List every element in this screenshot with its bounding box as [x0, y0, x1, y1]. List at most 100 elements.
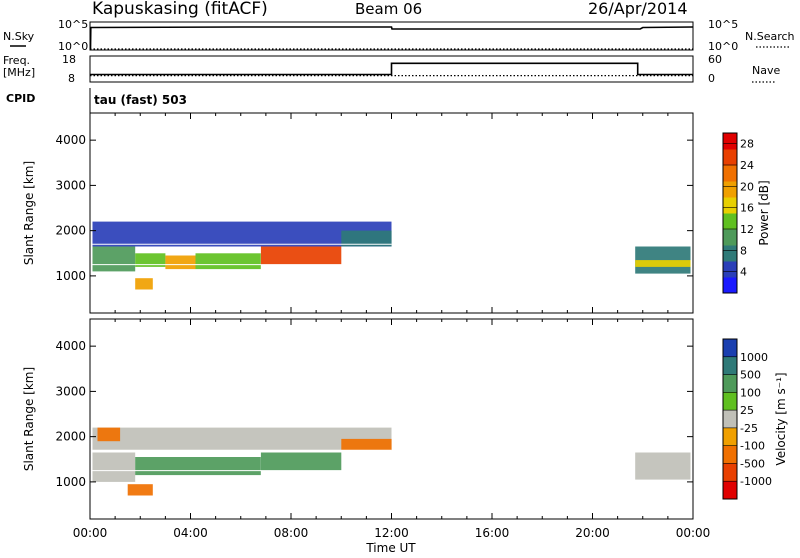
velocity-colorbar-swatch: [723, 356, 737, 376]
noise-panel-frame: [89, 21, 694, 51]
power-colorbar-tick-label: 20: [740, 180, 754, 193]
freq-tick-top: 18: [62, 53, 76, 66]
freq-rtick-top: 60: [708, 53, 722, 66]
time-axis-label: Time UT: [365, 541, 416, 554]
freq-lines: [90, 62, 693, 77]
velocity-ytick-label: 1000: [55, 475, 86, 489]
power-region: [635, 246, 691, 274]
noise-rtick-bottom: 10^0: [708, 40, 738, 53]
power-colorbar-tick-label: 28: [740, 138, 754, 151]
power-colorbar: 4 8 12 16 20 24 28: [722, 132, 754, 294]
nsearch-label: N.Search: [745, 30, 795, 43]
series-freq--line: [90, 62, 693, 76]
velocity-colorbar-swatch: [723, 392, 737, 411]
velocity-region: [635, 452, 691, 480]
velocity-colorbar-tick-label: 100: [740, 386, 761, 399]
velocity-colorbar-tick-label: -100: [740, 440, 765, 453]
power-colorbar-swatch: [723, 181, 737, 198]
velocity-ytick-label: 4000: [55, 339, 86, 353]
time-tick-label: 00:00: [73, 526, 108, 540]
freq-rtick-bottom: 0: [708, 72, 715, 85]
power-ytick-label: 3000: [55, 178, 86, 192]
velocity-heatmap: [92, 427, 691, 496]
time-tick-label: 16:00: [475, 526, 510, 540]
power-heatmap: [92, 221, 691, 290]
velocity-colorbar-swatch: [723, 427, 737, 447]
nave-label: Nave: [752, 64, 780, 77]
cpid-label: CPID: [6, 92, 35, 105]
noise-lines: [89, 26, 694, 50]
time-tick-label: 20:00: [575, 526, 610, 540]
mode-label: tau (fast) 503: [94, 93, 187, 107]
time-tick-label: 00:00: [676, 526, 711, 540]
velocity-colorbar-swatch: [723, 374, 737, 393]
power-colorbar-tick-label: 16: [740, 202, 754, 215]
freq-tick-bottom: 8: [68, 72, 75, 85]
time-tick-label: 08:00: [274, 526, 309, 540]
power-region: [260, 246, 342, 265]
velocity-region: [341, 438, 392, 451]
power-region: [135, 253, 166, 267]
noise-rtick-top: 10^5: [708, 18, 738, 31]
velocity-colorbar-swatch: [723, 445, 737, 464]
power-colorbar-swatch: [723, 149, 737, 166]
noise-tick-top: 10^5: [58, 18, 88, 31]
power-colorbar-swatch: [723, 213, 737, 230]
power-colorbar-swatch: [723, 165, 737, 182]
velocity-region: [97, 427, 121, 442]
velocity-colorbar: 1000 500 100 25 -25 -100 -500 -1000: [722, 338, 772, 500]
velocity-region: [92, 427, 392, 451]
power-colorbar-label: Power [dB]: [757, 180, 771, 245]
power-colorbar-tick-label: 24: [740, 159, 754, 172]
velocity-region: [127, 484, 153, 496]
power-region: [135, 278, 153, 290]
power-colorbar-swatch: [723, 245, 737, 262]
power-region: [92, 246, 136, 272]
power-region: [165, 255, 196, 270]
power-ytick-label: 1000: [55, 269, 86, 283]
velocity-region: [135, 457, 261, 476]
power-ytick-label: 2000: [55, 224, 86, 238]
power-colorbar-frame: [722, 132, 738, 294]
power-colorbar-tick-label: 4: [740, 266, 747, 279]
power-ytick-label: 4000: [55, 133, 86, 147]
power-panel-background: [90, 113, 693, 313]
velocity-region: [92, 452, 136, 482]
freq-label: Freq.: [3, 54, 30, 67]
power-colorbar-tick-label: 8: [740, 244, 747, 257]
time-axis: 00:00 04:00 08:00 12:00 16:00 20:00 00:00: [73, 526, 711, 540]
power-colorbar-tick-label: 12: [740, 223, 754, 236]
power-colorbar-swatch: [723, 133, 737, 150]
date-title: 26/Apr/2014: [588, 0, 688, 18]
power-region: [195, 253, 261, 270]
velocity-colorbar-swatch: [723, 481, 737, 500]
power-colorbar-swatch: [723, 261, 737, 278]
velocity-colorbar-swatch: [723, 463, 737, 482]
velocity-colorbar-label: Velocity [m s⁻¹]: [774, 372, 788, 465]
beam-title: Beam 06: [355, 0, 422, 18]
velocity-colorbar-swatch: [723, 410, 737, 429]
velocity-region: [260, 452, 342, 471]
velocity-ytick-label: 2000: [55, 430, 86, 444]
noise-tick-bottom: 10^0: [58, 40, 88, 53]
time-tick-label: 04:00: [173, 526, 208, 540]
freq-panel-frame: [89, 55, 694, 83]
freq-unit-label: [MHz]: [3, 66, 35, 79]
velocity-colorbar-tick-label: 1000: [740, 351, 768, 364]
power-region: [341, 230, 392, 247]
velocity-ylabel: Slant Range [km]: [22, 367, 36, 471]
velocity-ytick-label: 3000: [55, 384, 86, 398]
power-colorbar-swatch: [723, 277, 737, 294]
velocity-colorbar-tick-label: -500: [740, 457, 765, 470]
velocity-colorbar-tick-label: 25: [740, 404, 754, 417]
station-title: Kapuskasing (fitACF): [92, 0, 268, 19]
nsky-label: N.Sky: [3, 30, 35, 43]
velocity-colorbar-swatch: [723, 339, 737, 358]
velocity-panel-background: [90, 319, 693, 519]
velocity-colorbar-tick-label: -1000: [740, 475, 772, 488]
power-region: [635, 260, 691, 267]
power-colorbar-swatch: [723, 229, 737, 246]
series-n-sky-line: [89, 26, 694, 50]
time-tick-label: 12:00: [374, 526, 409, 540]
